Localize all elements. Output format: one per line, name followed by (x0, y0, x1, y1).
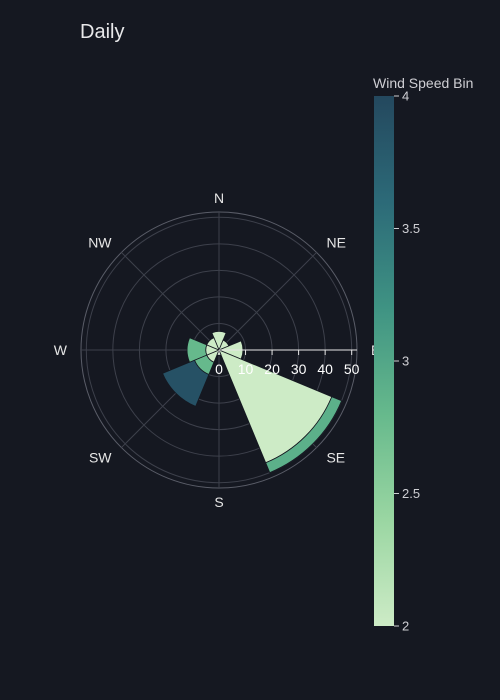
direction-label-nw: NW (88, 235, 112, 251)
direction-label-s: S (214, 494, 223, 510)
direction-label-w: W (54, 342, 68, 358)
spoke-nw (121, 252, 220, 351)
bar-nw-1 (206, 337, 220, 351)
bar-sw-3 (162, 359, 210, 407)
colorbar-tick-label-2: 2 (402, 619, 409, 634)
colorbar-title: Wind Speed Bin (373, 75, 473, 91)
direction-label-se: SE (326, 449, 345, 465)
colorbar-gradient (374, 96, 394, 626)
spoke-ne (218, 252, 317, 351)
polar-bars (162, 331, 343, 474)
radial-tick-label-50: 50 (344, 361, 360, 377)
colorbar-ticks: 2 2.5 3 3.5 4 (394, 89, 420, 634)
radial-axis: 0 10 20 30 40 50 (215, 349, 360, 377)
direction-labels: NNEESESSWWNW (54, 190, 381, 510)
radial-tick-label-40: 40 (317, 361, 333, 377)
radial-tick-label-30: 30 (291, 361, 307, 377)
direction-label-sw: SW (89, 449, 112, 465)
direction-label-n: N (214, 190, 224, 206)
colorbar-tick-label-4: 4 (402, 89, 409, 104)
bar-se-2 (265, 396, 343, 474)
direction-label-ne: NE (326, 235, 345, 251)
colorbar-tick-label-2.5: 2.5 (402, 486, 420, 501)
colorbar-tick-label-3: 3 (402, 354, 409, 369)
bar-w-2 (186, 337, 208, 363)
radial-tick-label-20: 20 (264, 361, 280, 377)
chart-title: Daily (80, 21, 124, 43)
colorbar: Wind Speed Bin 2 2.5 3 3.5 4 (373, 75, 473, 634)
radial-tick-label-0: 0 (215, 361, 223, 377)
radial-tick-label-10: 10 (238, 361, 254, 377)
colorbar-tick-label-3.5: 3.5 (402, 221, 420, 236)
